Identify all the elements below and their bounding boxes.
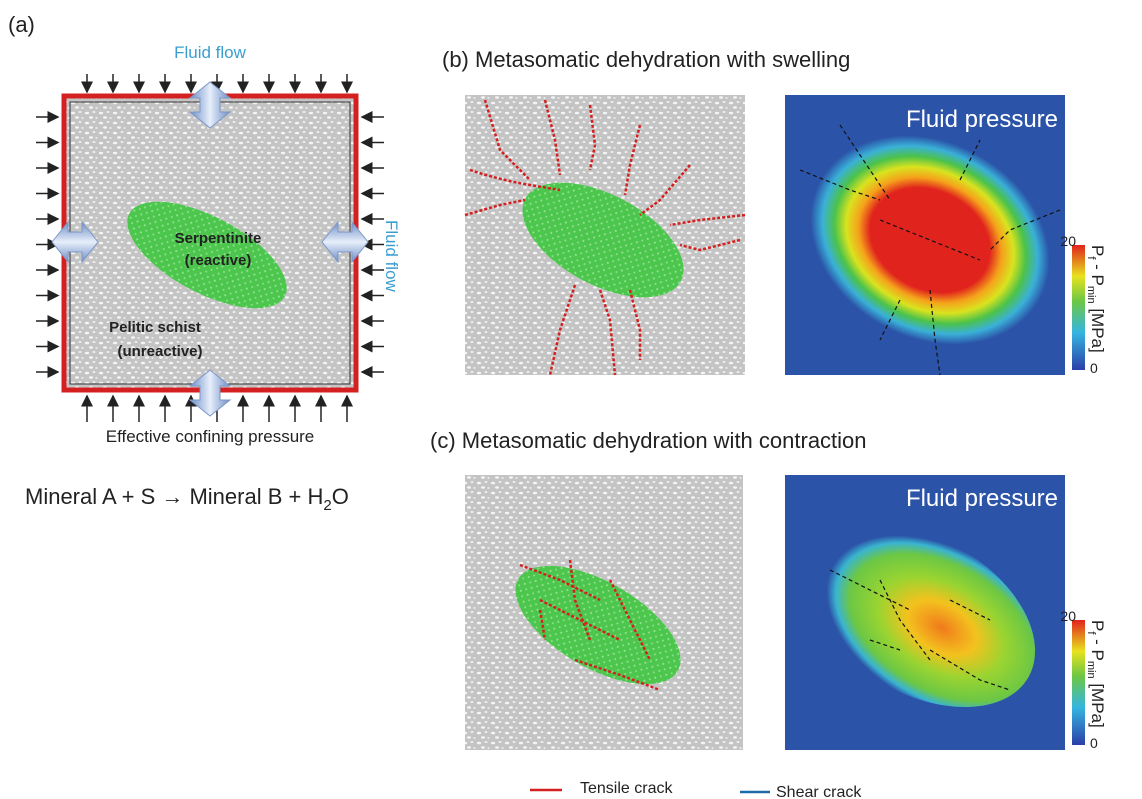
equation-subscript: 2 [323, 497, 331, 514]
panel-title: (b) Metasomatic dehydration with swellin… [442, 47, 850, 72]
label-part: P [1088, 620, 1107, 631]
label-sub: min [1085, 286, 1097, 304]
label-part: [MPa] [1088, 679, 1107, 728]
map-label: Fluid pressure [906, 106, 1058, 133]
fluid-flow-label: Fluid flow [382, 220, 401, 293]
label-part: - P [1088, 259, 1107, 285]
label-part: - P [1088, 634, 1107, 660]
figure: (a) Fluid flow Serpentinite (reactive) P… [0, 0, 1142, 799]
colorbar-max: 20 [1060, 233, 1076, 249]
confining-label: Effective confining pressure [106, 427, 315, 446]
colorbar [1072, 620, 1085, 745]
label-sub: min [1085, 661, 1097, 679]
rock-label: Pelitic schist [109, 319, 201, 336]
rock-label: (unreactive) [117, 343, 202, 360]
label-part: P [1088, 245, 1107, 256]
equation-part: Mineral A + S → Mineral B + H [25, 484, 323, 509]
colorbar-max: 20 [1060, 608, 1076, 624]
legend-label: Tensile crack [580, 780, 673, 797]
panel-label: (a) [8, 12, 35, 37]
colorbar-label: Pf - Pmin [MPa] [1085, 620, 1107, 728]
legend-label: Shear crack [776, 784, 862, 799]
colorbar-min: 0 [1090, 735, 1098, 751]
colorbar [1072, 245, 1085, 370]
label-part: [MPa] [1088, 304, 1107, 353]
fluid-flow-label: Fluid flow [174, 43, 247, 62]
map-label: Fluid pressure [906, 485, 1058, 512]
equation-part: O [332, 484, 349, 509]
reaction-equation: Mineral A + S → Mineral B + H2O [25, 484, 349, 514]
colorbar-min: 0 [1090, 360, 1098, 376]
panel-title: (c) Metasomatic dehydration with contrac… [430, 428, 867, 453]
rock-label: Serpentinite [175, 230, 262, 247]
rock-label: (reactive) [185, 252, 252, 269]
colorbar-label: Pf - Pmin [MPa] [1085, 245, 1107, 353]
